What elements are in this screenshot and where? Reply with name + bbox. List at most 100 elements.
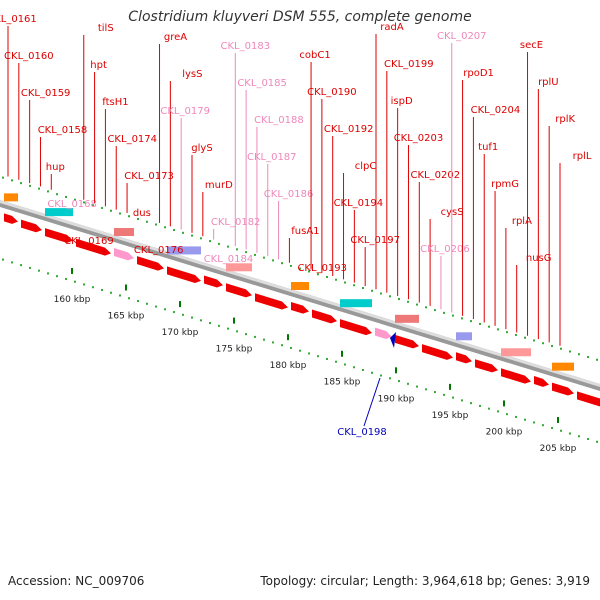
gene-label: CKL_0169 (64, 236, 114, 247)
gene-label: CKL_0188 (254, 115, 304, 126)
gene-arrow (21, 219, 42, 233)
ruler-track-dot (47, 272, 49, 275)
gene-arrow (45, 228, 73, 243)
ruler-tick-label: 175 kbp (216, 345, 253, 355)
ruler-track-dot (560, 429, 562, 432)
ruler-track-dot (200, 319, 202, 322)
feature-track-dot (434, 309, 436, 312)
gene-label: CKL_0176 (134, 245, 184, 256)
ruler-track-dot (533, 421, 535, 424)
gene-arrow (76, 238, 111, 256)
ruler-tick-label: 200 kbp (486, 427, 523, 437)
ruler-track-dot (164, 308, 166, 311)
gene-arrow (340, 319, 372, 336)
ruler-track-dot (434, 391, 436, 394)
ruler-tick-label: 190 kbp (378, 394, 415, 404)
gene-label: hup (46, 162, 65, 173)
feature-track-dot (596, 358, 598, 361)
gene-arrow (552, 382, 574, 396)
gene-label: CKL_0187 (247, 152, 297, 163)
gene-label: ftsH1 (102, 97, 128, 108)
feature-box (501, 348, 531, 357)
feature-track-dot (308, 270, 310, 273)
ruler-track-dot (317, 355, 319, 358)
ruler-track-dot (128, 297, 130, 300)
feature-track-dot (128, 215, 130, 218)
feature-track-dot (398, 298, 400, 301)
feature-track-dot (542, 342, 544, 345)
ruler-track-dot (326, 357, 328, 360)
feature-track-dot (416, 303, 418, 306)
gene-label: CKL_0168 (47, 199, 97, 210)
ruler-track-dot (335, 360, 337, 363)
feature-track-dot (470, 320, 472, 323)
gene-label: CKL_0158 (38, 125, 88, 136)
gene-label: rplA (512, 216, 532, 227)
gene-label: CKL_0206 (420, 244, 470, 255)
gene-label: CKL_0161 (0, 14, 37, 25)
gene-arrow (114, 248, 134, 261)
feature-track-dot (452, 314, 454, 317)
ruler-track-dot (245, 333, 247, 336)
gene-arrow (312, 309, 337, 324)
feature-track-dot (191, 234, 193, 237)
gene-label: rpmG (491, 179, 519, 190)
ruler-track-dot (218, 324, 220, 327)
ruler-track-dot (551, 426, 553, 429)
ruler-track-dot (461, 399, 463, 402)
gene-label: rpoD1 (463, 68, 494, 79)
gene-arrow (255, 293, 288, 310)
feature-track-dot (488, 325, 490, 328)
ruler-track-dot (497, 410, 499, 413)
genome-backbone-highlight (0, 200, 600, 387)
ruler-track-dot (2, 258, 4, 261)
gene-arrow (137, 256, 164, 271)
ruler-track-dot (596, 440, 598, 443)
ruler-track-dot (74, 280, 76, 283)
feature-track-dot (146, 220, 148, 223)
ruler-track-dot (488, 407, 490, 410)
gene-label: hpt (90, 60, 107, 71)
feature-track-dot (263, 256, 265, 259)
feature-track-dot (479, 322, 481, 325)
ruler-track-dot (479, 404, 481, 407)
gene-label: radA (380, 22, 404, 33)
feature-track-dot (335, 278, 337, 281)
feature-track-dot (83, 201, 85, 204)
accession-label: Accession: NC_009706 (8, 574, 145, 588)
gene-label: CKL_0202 (411, 170, 461, 181)
feature-track-dot (236, 248, 238, 251)
feature-track-dot (461, 317, 463, 320)
ruler-track-dot (308, 352, 310, 355)
ruler-tick-label: 180 kbp (270, 361, 307, 371)
gene-arrow (475, 359, 498, 373)
selected-gene-pointer-line (363, 377, 381, 427)
gene-arrow (167, 266, 201, 284)
ruler-track-dot (578, 435, 580, 438)
gene-label: clpC (355, 161, 377, 172)
feature-track-dot (254, 253, 256, 256)
feature-track-dot (524, 336, 526, 339)
gene-label: rplK (555, 114, 575, 125)
feature-track-dot (560, 347, 562, 350)
gene-arrow (204, 275, 223, 288)
gene-arrow (226, 283, 252, 298)
gene-label: CKL_0207 (437, 31, 487, 42)
ruler-track-dot (83, 283, 85, 286)
ruler-track-dot (407, 382, 409, 385)
feature-track-dot (74, 198, 76, 201)
feature-track-dot (425, 306, 427, 309)
ruler-track-dot (443, 393, 445, 396)
feature-track-dot (299, 267, 301, 270)
ruler-track-dot (371, 371, 373, 374)
gene-arrow (291, 302, 309, 314)
feature-track-dot (209, 240, 211, 243)
feature-track-dot (20, 182, 22, 185)
ruler-track-dot (155, 305, 157, 308)
feature-box (226, 263, 252, 272)
gene-label: fusA1 (291, 226, 319, 237)
ruler-tick-label: 160 kbp (54, 295, 91, 305)
feature-track-dot (317, 273, 319, 276)
